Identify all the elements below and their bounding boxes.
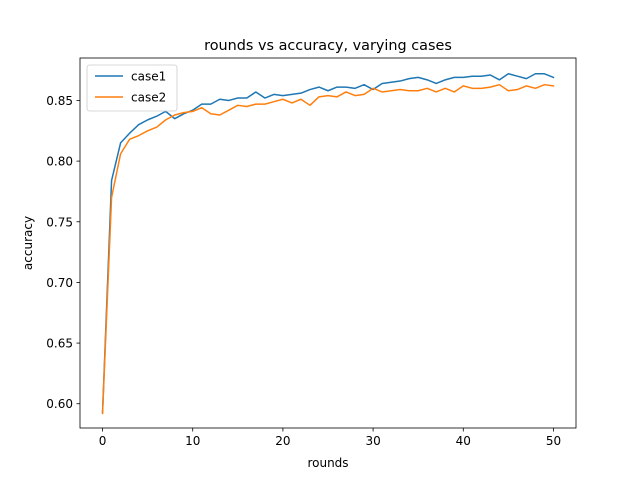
series-line-case2 bbox=[101, 83, 555, 415]
y-tick-label: 0.85 bbox=[46, 94, 73, 108]
x-tick-label: 10 bbox=[185, 434, 200, 448]
y-tick-label: 0.80 bbox=[46, 155, 73, 169]
plot-frame bbox=[79, 57, 577, 429]
y-tick-label: 0.75 bbox=[46, 215, 73, 229]
legend: case1 case2 bbox=[86, 64, 178, 112]
x-tick-label: 40 bbox=[456, 434, 471, 448]
legend-label-case2: case2 bbox=[131, 91, 166, 105]
x-tick-label: 20 bbox=[275, 434, 290, 448]
y-axis-title: accuracy bbox=[21, 216, 35, 270]
y-axis: 0.60 0.65 0.70 0.75 0.80 0.85 bbox=[46, 94, 80, 411]
x-tick-label: 0 bbox=[99, 434, 107, 448]
chart-title: rounds vs accuracy, varying cases bbox=[204, 38, 452, 54]
series-layer bbox=[101, 73, 555, 415]
y-tick-label: 0.60 bbox=[46, 397, 73, 411]
x-axis: 0 10 20 30 40 50 bbox=[99, 428, 561, 448]
series-line-case1 bbox=[101, 73, 555, 414]
x-tick-label: 50 bbox=[546, 434, 561, 448]
y-tick-label: 0.65 bbox=[46, 337, 73, 351]
y-tick-label: 0.70 bbox=[46, 276, 73, 290]
legend-label-case1: case1 bbox=[131, 70, 166, 84]
x-axis-title: rounds bbox=[307, 456, 348, 470]
x-tick-label: 30 bbox=[365, 434, 380, 448]
